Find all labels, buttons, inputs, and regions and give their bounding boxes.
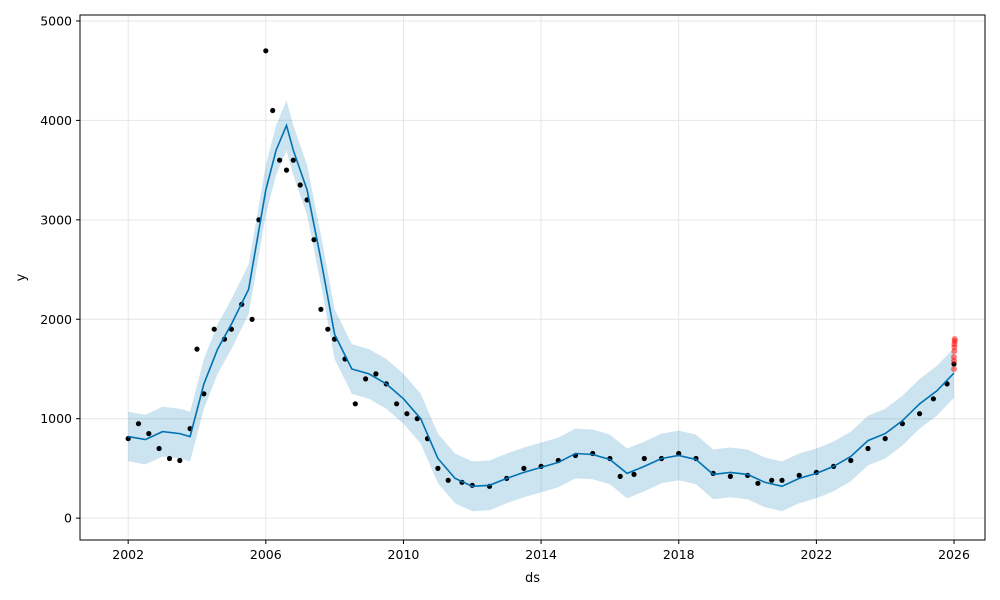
observed-point <box>445 477 451 483</box>
observed-point <box>146 431 152 437</box>
observed-point <box>211 326 217 332</box>
observed-point <box>882 436 888 442</box>
observed-point <box>848 457 854 464</box>
observed-point <box>394 401 400 407</box>
x-tick-label: 2010 <box>388 547 420 562</box>
observed-point <box>135 421 142 427</box>
y-tick-label: 0 <box>64 511 72 526</box>
x-tick-label: 2014 <box>525 547 557 562</box>
observed-point <box>166 455 173 462</box>
x-axis-ticks: 2002 2006 2010 2014 2018 2022 2026 <box>112 540 970 562</box>
observed-point <box>325 326 331 332</box>
observed-point <box>283 167 290 173</box>
observed-point <box>917 411 923 417</box>
observed-point <box>277 157 283 163</box>
forecast-line-group <box>128 122 955 488</box>
holdout-point <box>951 354 957 360</box>
observed-point <box>631 471 637 477</box>
x-tick-label: 2022 <box>800 547 832 562</box>
y-tick-label: 1000 <box>40 411 72 426</box>
observed-point <box>156 445 162 452</box>
y-tick-label: 3000 <box>40 212 72 227</box>
observed-point <box>352 401 358 407</box>
observed-point <box>270 107 276 114</box>
observed-point <box>263 48 269 54</box>
observed-point <box>311 237 317 243</box>
observed-point <box>201 391 207 397</box>
observed-point <box>727 473 734 479</box>
x-axis-label: ds <box>525 571 540 586</box>
forecast-line <box>128 122 955 488</box>
x-tick-label: 2006 <box>250 547 282 562</box>
observed-point <box>435 465 441 471</box>
observed-point <box>796 472 802 478</box>
observed-point <box>676 450 682 457</box>
observed-point <box>177 457 183 464</box>
observed-point <box>769 477 775 483</box>
observed-point <box>404 411 410 417</box>
observed-point <box>414 416 420 422</box>
observed-point <box>779 477 785 483</box>
observed-point <box>318 306 324 312</box>
observed-point <box>373 371 379 377</box>
observed-point <box>755 480 761 486</box>
holdout-points <box>951 336 958 372</box>
x-tick-label: 2002 <box>112 547 144 562</box>
y-tick-label: 5000 <box>40 13 72 28</box>
observed-point <box>521 465 527 471</box>
observed-point <box>617 473 623 479</box>
observed-point <box>194 346 200 352</box>
grid-lines <box>80 15 985 540</box>
observed-point <box>297 182 303 188</box>
observed-point <box>641 455 647 462</box>
y-tick-label: 2000 <box>40 312 72 327</box>
y-axis-label: y <box>14 273 29 281</box>
observed-point <box>930 396 937 402</box>
x-tick-label: 2026 <box>938 547 970 562</box>
observed-points <box>125 48 957 489</box>
observed-point <box>249 316 255 322</box>
y-tick-label: 4000 <box>40 113 72 128</box>
plot-frame <box>79 14 986 541</box>
x-tick-label: 2018 <box>663 547 695 562</box>
holdout-point <box>951 366 957 372</box>
observed-point <box>290 157 296 163</box>
y-axis-ticks: 0 1000 2000 3000 4000 5000 <box>40 13 80 526</box>
observed-point <box>363 376 369 382</box>
holdout-point <box>951 336 958 343</box>
observed-point <box>865 445 871 452</box>
